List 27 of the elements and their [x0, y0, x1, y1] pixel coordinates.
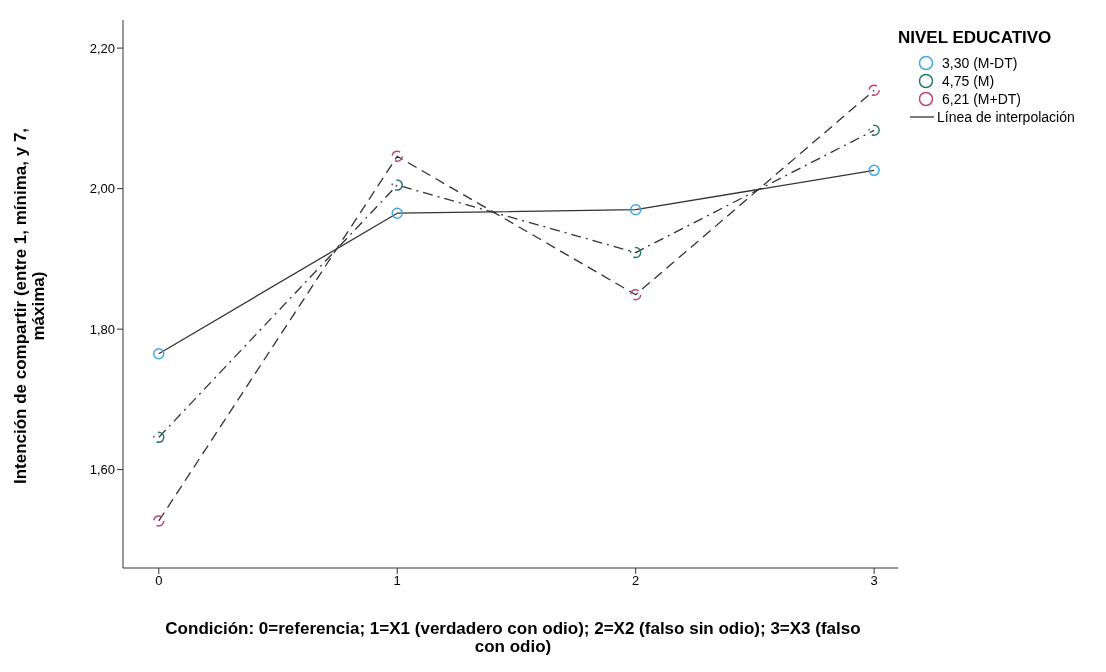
- x-tick-label: 0: [155, 573, 163, 589]
- y-axis-title: Intención de compartir (entre 1, mínima, y 7, máxima): [11, 126, 48, 487]
- point: [391, 150, 403, 163]
- y-tick-label: 1,60: [89, 462, 115, 478]
- legend-label: 3,30 (M-DT): [942, 55, 1018, 71]
- legend-label: 4,75 (M): [942, 73, 995, 89]
- x-tick-label: 3: [870, 573, 878, 589]
- x-tick-label: 2: [632, 573, 640, 589]
- y-tick-label: 2,00: [89, 181, 115, 197]
- legend-title: NIVEL EDUCATIVO: [898, 28, 1053, 48]
- text: Línea de interpolación: [937, 109, 1075, 125]
- point: [629, 288, 642, 301]
- point: [391, 179, 403, 191]
- point: [391, 207, 403, 219]
- point: [868, 84, 880, 97]
- point: [153, 347, 165, 360]
- point: [153, 515, 165, 527]
- legend-label: 6,21 (M+DT): [942, 91, 1021, 107]
- point: [868, 164, 880, 177]
- y-tick-label: 1,80: [89, 321, 115, 337]
- x-axis-title: Condición: 0=referencia; 1=X1 (verdadero con odio); 2=X2 (falso sin odio); 3=X3 (falso con odio): [164, 619, 862, 656]
- x-tick-label: 1: [393, 573, 401, 589]
- point: [868, 124, 880, 137]
- y-tick-label: 2,20: [89, 40, 115, 56]
- point: [153, 431, 165, 444]
- point: [629, 203, 642, 216]
- point: [629, 246, 642, 259]
